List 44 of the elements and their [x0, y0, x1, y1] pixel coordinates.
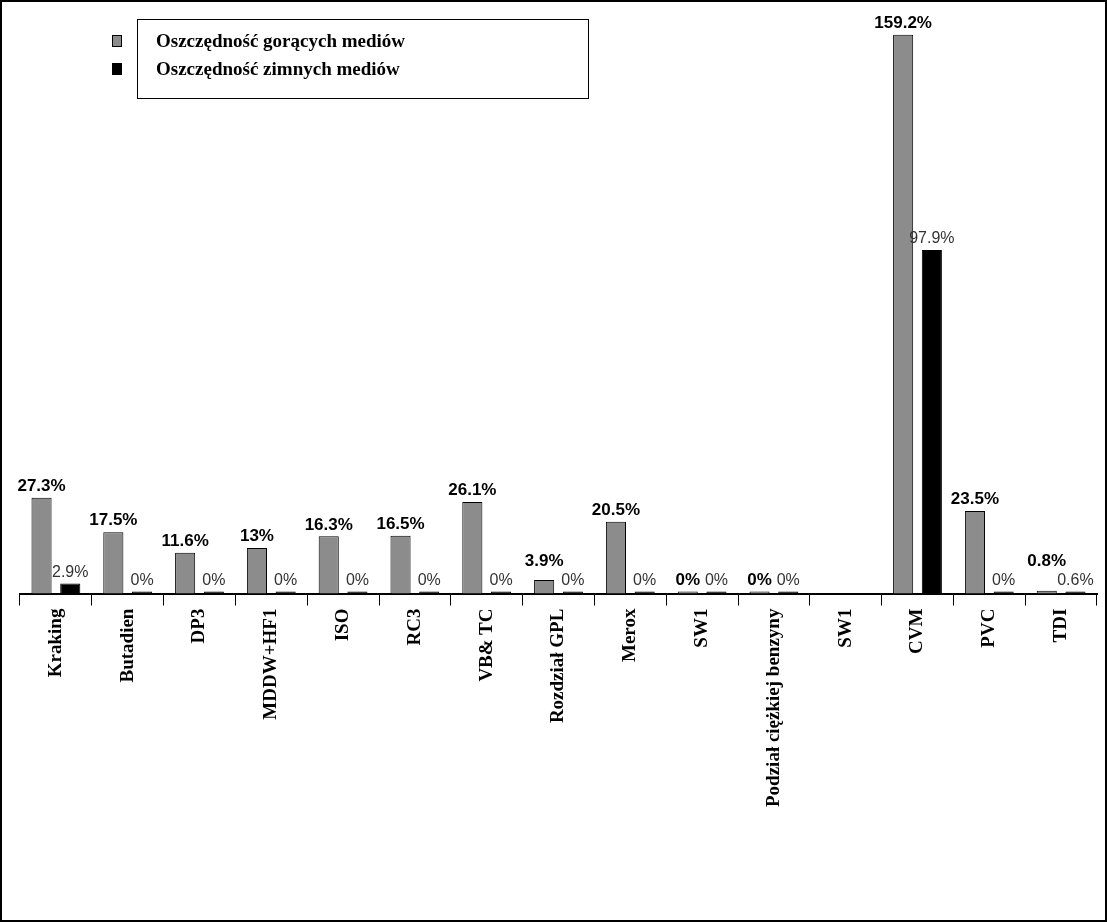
data-label: 0%	[274, 570, 298, 588]
data-label: 23.5%	[950, 489, 1000, 509]
data-label: 0%	[633, 570, 657, 588]
data-label: 0%	[747, 569, 772, 589]
data-label: 0%	[489, 570, 513, 588]
data-label: 20.5%	[591, 499, 641, 519]
data-label: 0%	[675, 569, 701, 589]
x-tick-label: DP3	[187, 608, 209, 644]
x-tick-label: MDDW+HF1	[259, 608, 281, 720]
data-label: 0.8%	[1027, 550, 1067, 570]
data-label: 13%	[239, 526, 274, 546]
x-tick-label: SW1	[833, 608, 855, 648]
x-tick-label: RC3	[402, 608, 424, 646]
data-label: 0%	[202, 570, 226, 588]
data-label: 0%	[992, 570, 1016, 588]
x-tick-label: CVM	[905, 608, 927, 654]
data-label: 0%	[130, 570, 154, 588]
x-tick-label: Podział ciężkiej benzyny	[761, 608, 783, 808]
x-tick-label: Merox	[618, 608, 640, 663]
x-tick-label: Kraking	[43, 608, 65, 678]
data-label: 17.5%	[89, 510, 138, 530]
legend-label: Oszczędność gorących mediów	[156, 30, 406, 52]
x-tick-label: VB& TC	[474, 608, 496, 682]
data-label: 11.6%	[161, 531, 209, 551]
data-label: 0%	[345, 570, 370, 588]
legend-label: Oszczędność zimnych mediów	[156, 58, 400, 80]
x-tick-label: SW1	[690, 608, 712, 648]
data-label: 0.6%	[1057, 570, 1094, 588]
data-label: 0%	[704, 570, 729, 588]
data-label: 16.5%	[376, 513, 425, 533]
x-tick-label: Rozdział GPL	[546, 608, 568, 724]
data-label: 3.9%	[524, 550, 564, 570]
data-label: 27.3%	[17, 475, 66, 495]
x-tick-label: PVC	[977, 608, 999, 648]
data-label: 16.3%	[304, 514, 353, 534]
data-label: 2.9%	[52, 562, 89, 580]
data-label: 26.1%	[448, 480, 497, 500]
x-tick-label: Butadien	[115, 608, 137, 683]
data-label: 159.2%	[874, 13, 932, 32]
x-tick-label: ISO	[331, 608, 353, 642]
data-label: 0%	[776, 570, 800, 588]
data-label: 0%	[417, 570, 441, 588]
x-tick-label: TDI	[1049, 608, 1071, 643]
data-label: 0%	[561, 570, 585, 588]
